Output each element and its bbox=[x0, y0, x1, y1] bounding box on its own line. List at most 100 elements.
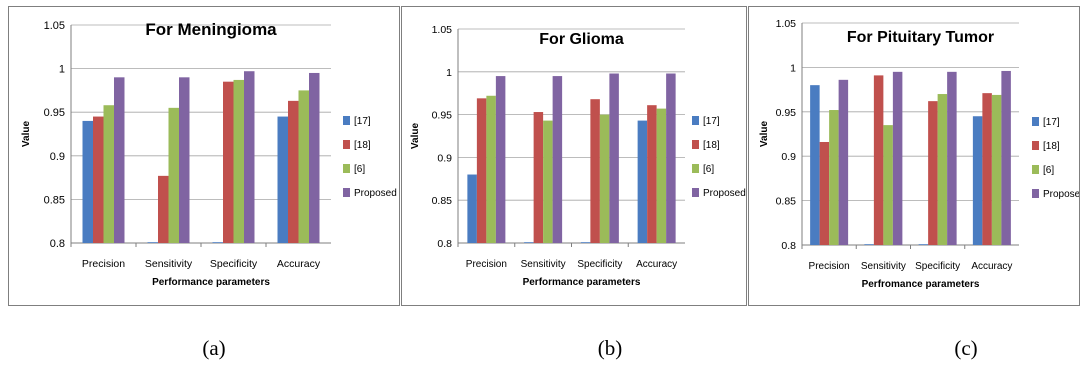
y-tick-label: 1 bbox=[446, 67, 452, 79]
bar bbox=[666, 73, 676, 244]
bar bbox=[82, 120, 93, 243]
bar bbox=[928, 101, 938, 245]
bar bbox=[580, 242, 591, 243]
bar bbox=[495, 76, 506, 243]
bar bbox=[543, 120, 553, 243]
legend-swatch bbox=[692, 188, 699, 197]
legend-swatch bbox=[1032, 165, 1039, 174]
legend-label: Proposed bbox=[354, 188, 397, 199]
bar bbox=[212, 242, 223, 243]
bar bbox=[918, 244, 929, 245]
bar bbox=[1001, 70, 1011, 245]
chart-panel-meningioma: 0.8 0.85 0.9 0.95 1 1.05 Precision Sensitivity S… bbox=[8, 6, 400, 306]
bar bbox=[168, 107, 179, 243]
y-tick-label: 0.9 bbox=[437, 152, 452, 164]
legend-label: [17] bbox=[1043, 117, 1060, 128]
legend-swatch bbox=[692, 116, 699, 125]
legend-label: [17] bbox=[354, 116, 371, 127]
legend-swatch bbox=[343, 116, 350, 125]
legend-swatch bbox=[1032, 117, 1039, 126]
category-label: Precision bbox=[809, 261, 850, 272]
bar bbox=[179, 77, 190, 243]
y-tick-label: 0.85 bbox=[432, 195, 453, 207]
y-axis-title: Value bbox=[759, 121, 770, 148]
bar bbox=[486, 95, 496, 243]
category-label: Specificity bbox=[915, 261, 960, 272]
bar bbox=[524, 242, 534, 243]
legend-label: Proposed bbox=[1043, 189, 1079, 200]
bar bbox=[982, 93, 992, 245]
legend-label: [18] bbox=[703, 140, 720, 151]
bar bbox=[972, 116, 983, 246]
bar-chart-glioma: 0.8 0.85 0.9 0.95 1 1.05 Precision Sensitivity S… bbox=[410, 24, 746, 288]
y-tick-label: 1.05 bbox=[44, 20, 65, 32]
chart-title: For Meningioma bbox=[145, 20, 277, 39]
bar bbox=[590, 99, 600, 243]
legend-swatch bbox=[343, 164, 350, 173]
bar bbox=[883, 125, 893, 245]
bar bbox=[864, 244, 874, 245]
caption-c: (c) bbox=[954, 336, 978, 360]
y-tick-label: 0.85 bbox=[44, 194, 65, 206]
y-tick-label: 1.05 bbox=[432, 24, 453, 36]
caption-b: (b) bbox=[597, 336, 623, 360]
y-tick-label: 0.9 bbox=[781, 151, 796, 163]
x-axis-title: Perfromance parameters bbox=[862, 279, 980, 290]
legend-swatch bbox=[692, 164, 699, 173]
y-tick-label: 0.95 bbox=[776, 107, 797, 119]
category-label: Sensitivity bbox=[145, 258, 193, 270]
legend-label: [18] bbox=[354, 140, 371, 151]
y-tick-label: 0.8 bbox=[50, 238, 65, 250]
x-axis-title: Performance parameters bbox=[152, 277, 270, 288]
bar bbox=[103, 105, 114, 243]
legend-label: Proposed bbox=[703, 188, 746, 199]
y-tick-label: 1 bbox=[790, 62, 796, 74]
legend-swatch bbox=[1032, 141, 1039, 150]
bar bbox=[991, 94, 1002, 245]
bar bbox=[476, 98, 487, 243]
chart-panel-pituitary-tumor: 0.8 0.85 0.9 0.95 1 1.05 Precision Sensitivity S… bbox=[748, 6, 1080, 306]
category-label: Specificity bbox=[577, 259, 622, 270]
bar bbox=[947, 71, 957, 245]
y-tick-label: 0.95 bbox=[432, 110, 453, 122]
bar-chart-meningioma: 0.8 0.85 0.9 0.95 1 1.05 Precision Sensitivity S… bbox=[21, 20, 397, 288]
bar bbox=[223, 81, 234, 244]
y-tick-label: 0.85 bbox=[776, 196, 797, 208]
category-label: Sensitivity bbox=[521, 259, 566, 270]
bar bbox=[819, 141, 830, 245]
bar bbox=[937, 94, 948, 245]
x-axis-title: Performance parameters bbox=[523, 277, 641, 288]
bar bbox=[656, 108, 667, 243]
y-tick-label: 0.9 bbox=[50, 151, 65, 163]
bar bbox=[233, 79, 244, 243]
bar bbox=[244, 71, 255, 243]
bar bbox=[93, 116, 104, 243]
bar bbox=[147, 242, 158, 243]
y-axis-title: Value bbox=[410, 123, 421, 150]
category-label: Precision bbox=[466, 259, 507, 270]
category-label: Precision bbox=[82, 258, 125, 270]
bar bbox=[647, 105, 657, 244]
bar bbox=[114, 77, 125, 243]
category-label: Accuracy bbox=[971, 261, 1012, 272]
category-label: Accuracy bbox=[277, 258, 321, 270]
legend-label: [6] bbox=[703, 164, 714, 175]
bar bbox=[158, 175, 169, 243]
chart-title: For Glioma bbox=[539, 31, 624, 48]
bar bbox=[309, 72, 320, 244]
bar bbox=[829, 110, 839, 245]
bar bbox=[873, 75, 884, 245]
y-axis-title: Value bbox=[21, 121, 32, 148]
y-tick-label: 0.8 bbox=[437, 238, 452, 250]
bar bbox=[599, 114, 610, 243]
chart-title: For Pituitary Tumor bbox=[847, 29, 994, 46]
legend-label: [17] bbox=[703, 116, 720, 127]
legend-swatch bbox=[692, 140, 699, 149]
legend-swatch bbox=[1032, 189, 1039, 198]
y-tick-label: 1 bbox=[59, 64, 65, 76]
y-tick-label: 1.05 bbox=[776, 18, 797, 30]
legend-label: [18] bbox=[1043, 141, 1060, 152]
bar bbox=[277, 116, 288, 243]
category-label: Accuracy bbox=[636, 259, 677, 270]
bar bbox=[467, 174, 477, 243]
